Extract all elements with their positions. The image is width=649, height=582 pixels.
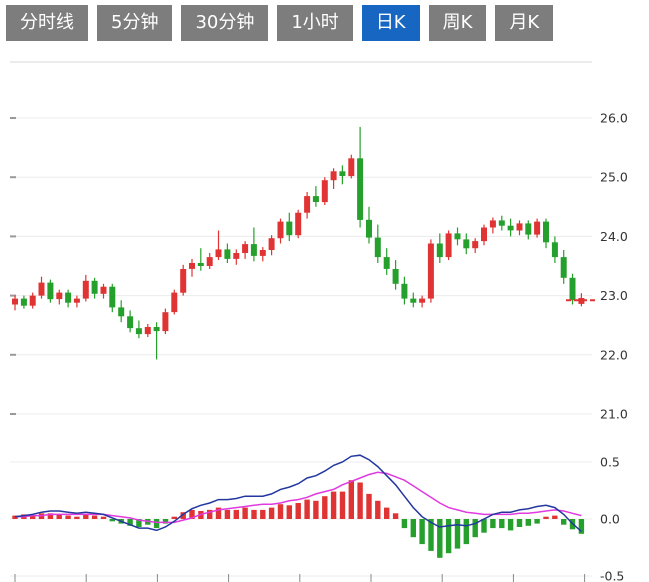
tab-1hour[interactable]: 1小时 (277, 5, 353, 41)
svg-text:24.0: 24.0 (600, 229, 628, 244)
tab-30min[interactable]: 30分钟 (181, 5, 269, 41)
svg-text:22.0: 22.0 (600, 347, 628, 362)
tab-daily-k[interactable]: 日K (361, 5, 420, 41)
chart-period-tabbar: 分时线 5分钟 30分钟 1小时 日K 周K 月K (6, 5, 554, 41)
tab-5min[interactable]: 5分钟 (97, 5, 173, 41)
tab-monthly-k[interactable]: 月K (495, 5, 554, 41)
svg-text:0.0: 0.0 (600, 512, 620, 527)
svg-text:26.0: 26.0 (600, 111, 628, 126)
svg-text:-0.5: -0.5 (600, 569, 624, 582)
tab-timeline[interactable]: 分时线 (6, 5, 88, 41)
svg-text:21.0: 21.0 (600, 407, 628, 422)
tab-weekly-k[interactable]: 周K (428, 5, 487, 41)
svg-text:25.0: 25.0 (600, 170, 628, 185)
svg-text:23.0: 23.0 (600, 288, 628, 303)
svg-text:0.5: 0.5 (600, 455, 620, 470)
